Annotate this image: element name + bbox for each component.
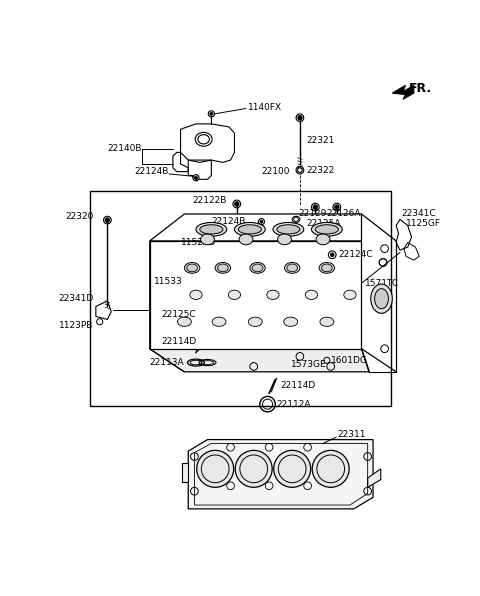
Polygon shape — [182, 462, 188, 482]
Ellipse shape — [238, 225, 262, 234]
Text: 22122B: 22122B — [192, 196, 227, 206]
Ellipse shape — [319, 262, 335, 273]
Polygon shape — [150, 241, 361, 349]
Ellipse shape — [252, 264, 263, 272]
Text: 22124B: 22124B — [211, 217, 246, 226]
Text: 1152AB: 1152AB — [180, 238, 216, 247]
Polygon shape — [368, 469, 381, 488]
Text: 22113A: 22113A — [150, 358, 184, 367]
Ellipse shape — [322, 264, 332, 272]
Text: 22140B: 22140B — [108, 144, 142, 153]
Ellipse shape — [374, 288, 388, 309]
Ellipse shape — [190, 290, 202, 299]
Text: 1123PB: 1123PB — [59, 321, 94, 330]
Ellipse shape — [371, 284, 392, 313]
Ellipse shape — [217, 264, 228, 272]
Ellipse shape — [344, 290, 356, 299]
Text: 22124C: 22124C — [338, 250, 373, 259]
Text: 22341D: 22341D — [58, 294, 94, 303]
Ellipse shape — [200, 225, 223, 234]
Ellipse shape — [187, 264, 197, 272]
Text: 22114D: 22114D — [161, 337, 196, 346]
Ellipse shape — [239, 234, 253, 245]
Ellipse shape — [285, 262, 300, 273]
Text: 1140FX: 1140FX — [248, 103, 282, 112]
Ellipse shape — [316, 234, 330, 245]
Ellipse shape — [234, 222, 265, 236]
Ellipse shape — [284, 317, 298, 327]
Text: 22126A: 22126A — [327, 209, 361, 219]
Ellipse shape — [215, 262, 230, 273]
Ellipse shape — [277, 234, 291, 245]
Ellipse shape — [273, 222, 304, 236]
Circle shape — [260, 220, 263, 224]
Polygon shape — [188, 440, 373, 509]
Ellipse shape — [228, 290, 240, 299]
Circle shape — [194, 176, 197, 179]
Circle shape — [274, 451, 311, 488]
Text: 22321: 22321 — [306, 136, 335, 145]
Ellipse shape — [178, 317, 192, 327]
Text: 22100: 22100 — [262, 167, 290, 176]
Text: 22320: 22320 — [65, 212, 94, 221]
Ellipse shape — [212, 317, 226, 327]
Circle shape — [298, 116, 302, 120]
Ellipse shape — [196, 222, 227, 236]
Polygon shape — [150, 214, 361, 241]
Circle shape — [313, 205, 318, 209]
Polygon shape — [150, 349, 369, 372]
Ellipse shape — [267, 290, 279, 299]
Text: 22124B: 22124B — [134, 167, 169, 176]
Text: 22125A: 22125A — [306, 219, 340, 228]
Ellipse shape — [312, 222, 342, 236]
Text: FR.: FR. — [409, 82, 432, 95]
Text: 22322: 22322 — [306, 166, 334, 175]
Ellipse shape — [201, 234, 215, 245]
Text: 1601DG: 1601DG — [331, 356, 368, 365]
Circle shape — [210, 112, 213, 116]
Text: 1571TC: 1571TC — [365, 279, 399, 288]
Bar — [90, 191, 391, 406]
Text: 22129: 22129 — [299, 209, 327, 219]
Ellipse shape — [248, 317, 262, 327]
Text: 22114D: 22114D — [281, 381, 316, 390]
Text: 1125GF: 1125GF — [406, 219, 441, 228]
Polygon shape — [150, 241, 184, 372]
Circle shape — [330, 253, 334, 257]
Text: 22125C: 22125C — [161, 309, 196, 319]
Text: 11533: 11533 — [154, 277, 182, 286]
Circle shape — [235, 451, 272, 488]
Text: 22112A: 22112A — [277, 400, 312, 409]
Circle shape — [335, 205, 339, 209]
Text: 22311: 22311 — [337, 430, 365, 439]
Ellipse shape — [250, 262, 265, 273]
Text: 22341C: 22341C — [402, 209, 436, 219]
Ellipse shape — [184, 262, 200, 273]
Circle shape — [312, 451, 349, 488]
Circle shape — [197, 451, 234, 488]
Ellipse shape — [277, 225, 300, 234]
Polygon shape — [392, 85, 414, 100]
Circle shape — [105, 218, 110, 222]
Ellipse shape — [287, 264, 298, 272]
Ellipse shape — [305, 290, 318, 299]
Ellipse shape — [320, 317, 334, 327]
Ellipse shape — [315, 225, 338, 234]
Text: 1573GE: 1573GE — [291, 359, 326, 368]
Circle shape — [234, 201, 239, 206]
